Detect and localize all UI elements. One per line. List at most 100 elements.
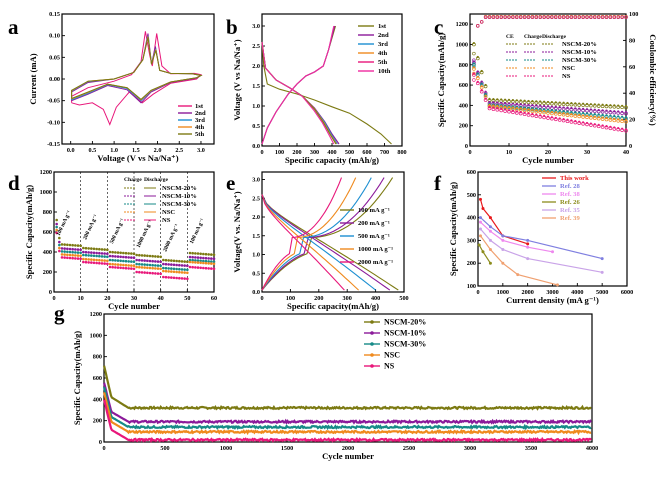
rate-point [111, 265, 114, 269]
rate-point [204, 256, 208, 260]
capacity-point [535, 109, 538, 112]
capacity-point [488, 97, 491, 100]
ref-point [501, 248, 505, 252]
legend-label: 5th [195, 131, 204, 138]
rate-point [87, 258, 90, 261]
capacity-point [621, 115, 624, 118]
capacity-point [507, 109, 511, 112]
ce-point [503, 15, 507, 19]
panel-d: d0 10 20 30 40 50 60020040060080010001200Cycle… [8, 169, 217, 311]
panel-f: f 0 1000 2000 3000 4000 5000 6000 100 200 300 400 50… [434, 169, 633, 305]
capacity-point [621, 104, 624, 107]
y-tick-label: 2.5 [252, 195, 260, 202]
capacity-point [500, 101, 503, 104]
rate-point [156, 260, 160, 263]
capacity-point [531, 112, 534, 116]
legend-label: 4th [195, 124, 204, 131]
capacity-point [476, 80, 479, 83]
capacity-point [546, 100, 550, 104]
legend-label: 200 mA g⁻¹ [358, 220, 390, 227]
rate-point [175, 263, 178, 267]
rate-point [178, 259, 181, 263]
capacity-point [484, 92, 487, 95]
rate-point [90, 247, 93, 250]
capacity-point [582, 121, 585, 124]
rate-point [90, 251, 93, 254]
capacity-point [617, 118, 620, 121]
capacity-point [621, 118, 624, 121]
capacity-point [624, 110, 628, 114]
y2-tick-label: 60 [629, 64, 635, 71]
rate-point [116, 263, 120, 266]
capacity-point [500, 105, 503, 108]
rate-point [199, 266, 202, 270]
rate-point [60, 243, 64, 246]
rate-point [188, 255, 192, 259]
capacity-point [613, 114, 616, 118]
rate-point [58, 243, 61, 247]
y-tick-label: 400 [459, 102, 468, 109]
x-tick-label: 50 [184, 295, 190, 302]
rate-point [92, 258, 96, 262]
capacity-point [589, 115, 593, 118]
capacity-point [574, 102, 577, 105]
rate-point [87, 251, 90, 254]
legend-label: NSCM-30% [384, 339, 426, 348]
capacity-point [601, 103, 604, 106]
rate-point [82, 246, 85, 250]
capacity-point [585, 108, 589, 111]
capacity-point [566, 112, 569, 115]
rate-point [199, 256, 202, 260]
ce-point [476, 24, 480, 28]
legend-label: 5th [378, 59, 387, 66]
capacity-point [480, 89, 483, 92]
capacity-point [617, 110, 620, 113]
rate-point [127, 267, 130, 270]
rate-point [135, 270, 138, 274]
rate-point [191, 255, 194, 259]
rate-point [159, 267, 162, 271]
legend-label: NSC [162, 209, 175, 216]
ce-point [593, 15, 597, 19]
y-tick-label: 100 [467, 283, 476, 290]
capacity-point [566, 101, 569, 105]
rate-point [127, 264, 130, 267]
capacity-point [523, 103, 526, 106]
rate-point [103, 248, 106, 251]
x-tick-label: 40 [158, 295, 164, 302]
legend-label: 1st [378, 23, 387, 30]
x-tick-label: 800 [397, 149, 406, 156]
rate-point [146, 266, 149, 270]
legend-label: 3rd [195, 117, 205, 124]
rate-point [84, 250, 88, 254]
panel-e: e 0 100 200 300 400 500 0.0 0.5 1.0 1.5 2.0 2.5 3.0 Sp… [226, 171, 409, 311]
legend-label: NSCM-10% [162, 193, 197, 200]
rate-point [156, 267, 160, 270]
rate-point [156, 264, 160, 267]
charge-curve [261, 177, 343, 291]
rate-point [170, 270, 173, 273]
y-tick-label: 1000 [456, 41, 468, 48]
discharge-curve [261, 194, 399, 291]
capacity-point [613, 117, 616, 121]
legend-label: 2nd [378, 32, 389, 39]
rate-point [194, 252, 197, 255]
rate-point [138, 253, 141, 257]
capacity-point [585, 121, 589, 125]
rate-point [71, 256, 74, 260]
rate-point [143, 263, 146, 266]
rate-point [108, 250, 112, 254]
rate-point [106, 262, 109, 266]
capacity-point [582, 107, 585, 110]
x-tick-label: 300 [310, 149, 319, 156]
rate-point [167, 276, 170, 279]
rate-point [74, 248, 77, 251]
capacity-point [621, 110, 624, 113]
x-tick-label: 200 [314, 295, 323, 302]
y-tick-label: -0.10 [47, 119, 60, 126]
ce-point [554, 15, 558, 19]
x-tick-label: 5000 [596, 289, 608, 296]
y-tick-label: 400 [467, 215, 476, 222]
rate-point [159, 260, 162, 264]
capacity-point [554, 105, 557, 108]
